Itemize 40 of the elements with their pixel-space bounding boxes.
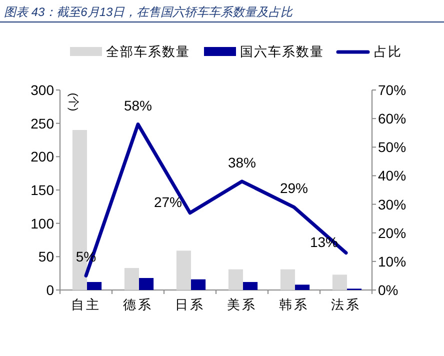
y-tick-label: 0 [46, 282, 54, 298]
legend-label: 占比 [374, 44, 402, 59]
y2-tick-label: 70% [378, 82, 406, 98]
bar [243, 282, 258, 290]
y-tick-label: 150 [30, 182, 54, 198]
data-label: 38% [228, 154, 256, 170]
bar [176, 250, 191, 290]
data-label: 27% [154, 194, 182, 210]
x-tick-label: 自主 [71, 297, 101, 312]
legend-label: 全部车系数量 [106, 44, 190, 59]
x-tick-label: 日系 [175, 297, 205, 312]
data-label: 58% [124, 97, 152, 114]
y2-tick-label: 10% [378, 253, 406, 270]
y-tick-label: 300 [30, 82, 54, 98]
y2-tick-label: 30% [378, 196, 406, 212]
y2-tick-label: 0% [378, 282, 398, 298]
y-axis-title: (个) [67, 92, 80, 112]
x-tick-label: 美系 [227, 297, 257, 312]
x-tick-label: 德系 [123, 297, 153, 312]
bar [280, 269, 295, 290]
bar [228, 269, 243, 290]
bar [332, 274, 347, 290]
y2-tick-label: 40% [378, 168, 406, 184]
y-tick-label: 50 [38, 248, 54, 265]
x-tick-label: 韩系 [279, 297, 309, 312]
y2-tick-label: 60% [378, 110, 406, 127]
y-tick-label: 200 [30, 148, 54, 165]
bar [139, 278, 154, 290]
legend-label: 国六车系数量 [240, 44, 324, 59]
bar [124, 268, 139, 290]
bar [191, 279, 206, 290]
y-tick-label: 100 [30, 215, 54, 232]
y2-tick-label: 20% [378, 224, 406, 241]
y2-tick-label: 50% [378, 139, 406, 156]
bar [295, 284, 310, 290]
chart-title: 图表 43：截至6月13日，在售国六轿车车系数量及占比 [4, 5, 294, 19]
x-tick-label: 法系 [331, 297, 361, 312]
bar [87, 282, 102, 290]
data-label: 29% [280, 180, 308, 196]
y-tick-label: 250 [30, 115, 54, 132]
